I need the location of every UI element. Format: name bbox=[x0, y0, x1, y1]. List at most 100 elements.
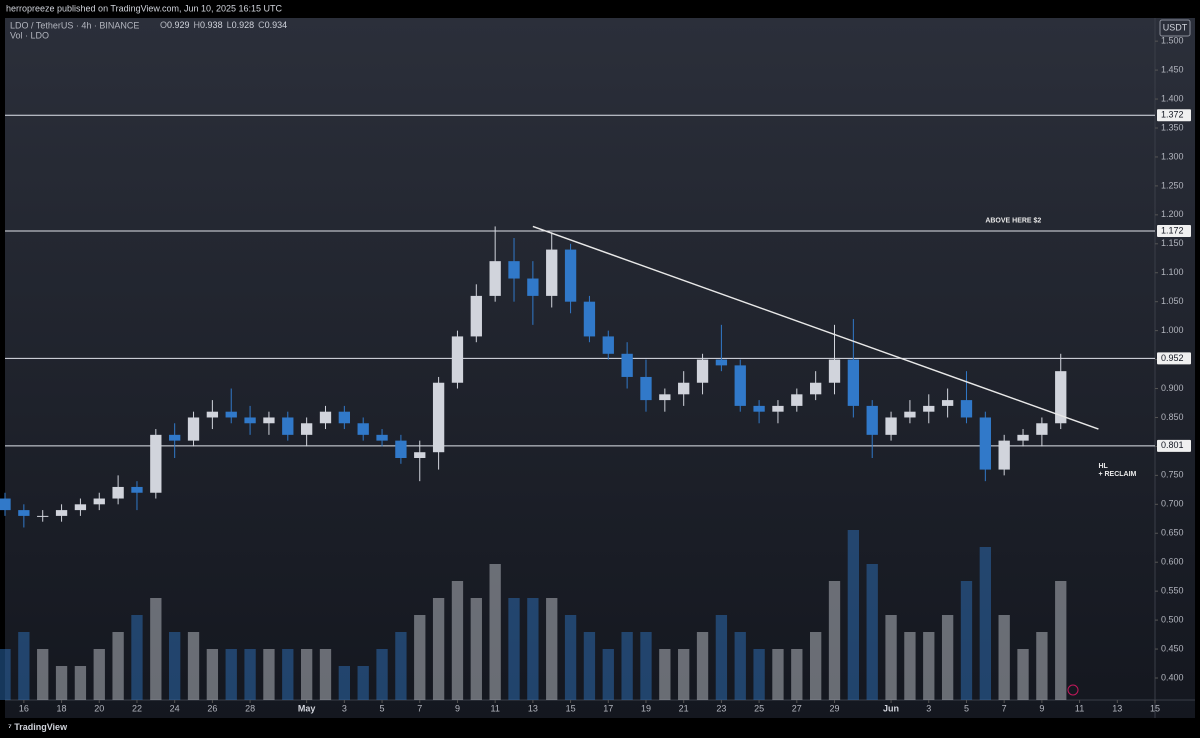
x-tick-label: 9 bbox=[1039, 703, 1044, 713]
candle-body bbox=[941, 400, 954, 406]
volume-bar bbox=[300, 649, 313, 700]
y-tick-label: 1.350 bbox=[1161, 122, 1184, 132]
alert-icon[interactable] bbox=[1067, 684, 1079, 696]
candle-body bbox=[74, 504, 87, 511]
x-tick-label: May bbox=[298, 703, 316, 713]
candle-body bbox=[244, 417, 256, 424]
candle-body bbox=[659, 394, 671, 401]
candle-body bbox=[923, 405, 935, 412]
y-tick-label: 0.750 bbox=[1161, 470, 1184, 480]
volume-bar bbox=[678, 649, 690, 700]
currency-box[interactable] bbox=[1159, 19, 1191, 37]
candle-body bbox=[527, 278, 539, 296]
volume-bar bbox=[112, 632, 124, 700]
volume-bar bbox=[338, 666, 350, 700]
x-tick-label: 7 bbox=[1002, 703, 1007, 713]
volume-bar bbox=[489, 564, 501, 700]
level-label: 0.952 bbox=[1161, 353, 1184, 363]
candle-body bbox=[451, 336, 464, 383]
candle-body bbox=[734, 365, 746, 406]
volume-bar bbox=[640, 632, 652, 700]
x-tick-label: 23 bbox=[716, 703, 726, 713]
volume-bar bbox=[225, 649, 237, 700]
x-tick-label: 7 bbox=[417, 703, 422, 713]
y-tick-label: 1.150 bbox=[1161, 238, 1184, 248]
volume-bar bbox=[866, 564, 878, 700]
candle-body bbox=[772, 405, 784, 412]
ohlc-value: 0.934 bbox=[265, 20, 288, 30]
candle-body bbox=[131, 486, 143, 493]
volume-bar bbox=[206, 649, 219, 700]
x-tick-label: 3 bbox=[926, 703, 931, 713]
level-tag bbox=[1157, 109, 1191, 122]
y-tick-label: 0.600 bbox=[1161, 557, 1184, 567]
candle-body bbox=[828, 359, 841, 383]
volume-bar bbox=[564, 615, 577, 700]
level-label: 1.372 bbox=[1161, 110, 1184, 120]
x-tick-label: 19 bbox=[641, 703, 651, 713]
volume-bar bbox=[546, 598, 558, 700]
ohlc-value: 0.938 bbox=[200, 20, 223, 30]
volume-bar bbox=[470, 598, 482, 700]
x-tick-label: 9 bbox=[455, 703, 460, 713]
x-tick-label: 20 bbox=[94, 703, 104, 713]
x-tick-label: 24 bbox=[170, 703, 180, 713]
ohlc-key: O bbox=[160, 20, 167, 30]
candle-body bbox=[169, 434, 181, 441]
candle-body bbox=[0, 498, 11, 511]
y-tick-label: 1.050 bbox=[1161, 296, 1184, 306]
volume-bar bbox=[1055, 581, 1067, 700]
volume-bar bbox=[357, 666, 369, 700]
volume-bar bbox=[583, 632, 596, 700]
candle-body bbox=[715, 359, 728, 366]
candle-body bbox=[489, 261, 501, 296]
volume-bar bbox=[432, 598, 445, 700]
candle-body bbox=[414, 452, 426, 458]
candle-body bbox=[338, 411, 350, 424]
ohlc-key: C bbox=[258, 20, 265, 30]
x-tick-label: 22 bbox=[132, 703, 142, 713]
x-tick-label: 25 bbox=[754, 703, 764, 713]
currency: USDT bbox=[1163, 22, 1188, 32]
x-tick-label: 5 bbox=[380, 703, 385, 713]
candle-body bbox=[1055, 371, 1067, 424]
candle-body bbox=[602, 336, 614, 354]
candle-body bbox=[847, 359, 860, 406]
candle-body bbox=[904, 411, 916, 418]
x-tick-label: 27 bbox=[792, 703, 802, 713]
ohlc-legend: O0.929 H0.938 L0.928 C0.934 bbox=[160, 20, 287, 30]
candle-body bbox=[112, 486, 124, 499]
y-tick-label: 0.650 bbox=[1161, 528, 1184, 538]
candle-body bbox=[150, 434, 162, 493]
candle-body bbox=[564, 249, 577, 302]
candle-body bbox=[55, 510, 68, 516]
volume-bar bbox=[904, 632, 916, 700]
y-tick-label: 1.250 bbox=[1161, 180, 1184, 190]
ohlc-key: L bbox=[227, 20, 232, 30]
candle-body bbox=[357, 423, 369, 435]
candle-body bbox=[640, 376, 652, 401]
candle-body bbox=[187, 417, 200, 441]
x-tick-label: 26 bbox=[207, 703, 217, 713]
volume-bar bbox=[37, 649, 49, 700]
volume-bar bbox=[508, 598, 520, 700]
x-tick-label: 5 bbox=[964, 703, 969, 713]
y-tick-label: 0.850 bbox=[1161, 412, 1184, 422]
y-tick-label: 1.100 bbox=[1161, 267, 1184, 277]
y-tick-label: 0.400 bbox=[1161, 672, 1184, 682]
y-tick-label: 1.500 bbox=[1161, 36, 1184, 46]
candle-body bbox=[810, 382, 822, 395]
logo-mark: ⁷ bbox=[8, 722, 14, 732]
candle-body bbox=[225, 411, 237, 418]
candle-body bbox=[979, 417, 991, 470]
candle-body bbox=[37, 515, 49, 517]
y-tick-label: 0.450 bbox=[1161, 643, 1184, 653]
y-tick-label: 1.000 bbox=[1161, 325, 1184, 335]
candle-body bbox=[998, 440, 1010, 470]
y-tick-label: 1.400 bbox=[1161, 93, 1184, 103]
level-label: 0.801 bbox=[1161, 440, 1184, 450]
volume-bar bbox=[715, 615, 728, 700]
candle-body bbox=[470, 295, 482, 337]
volume-label: Vol · LDO bbox=[10, 30, 49, 40]
